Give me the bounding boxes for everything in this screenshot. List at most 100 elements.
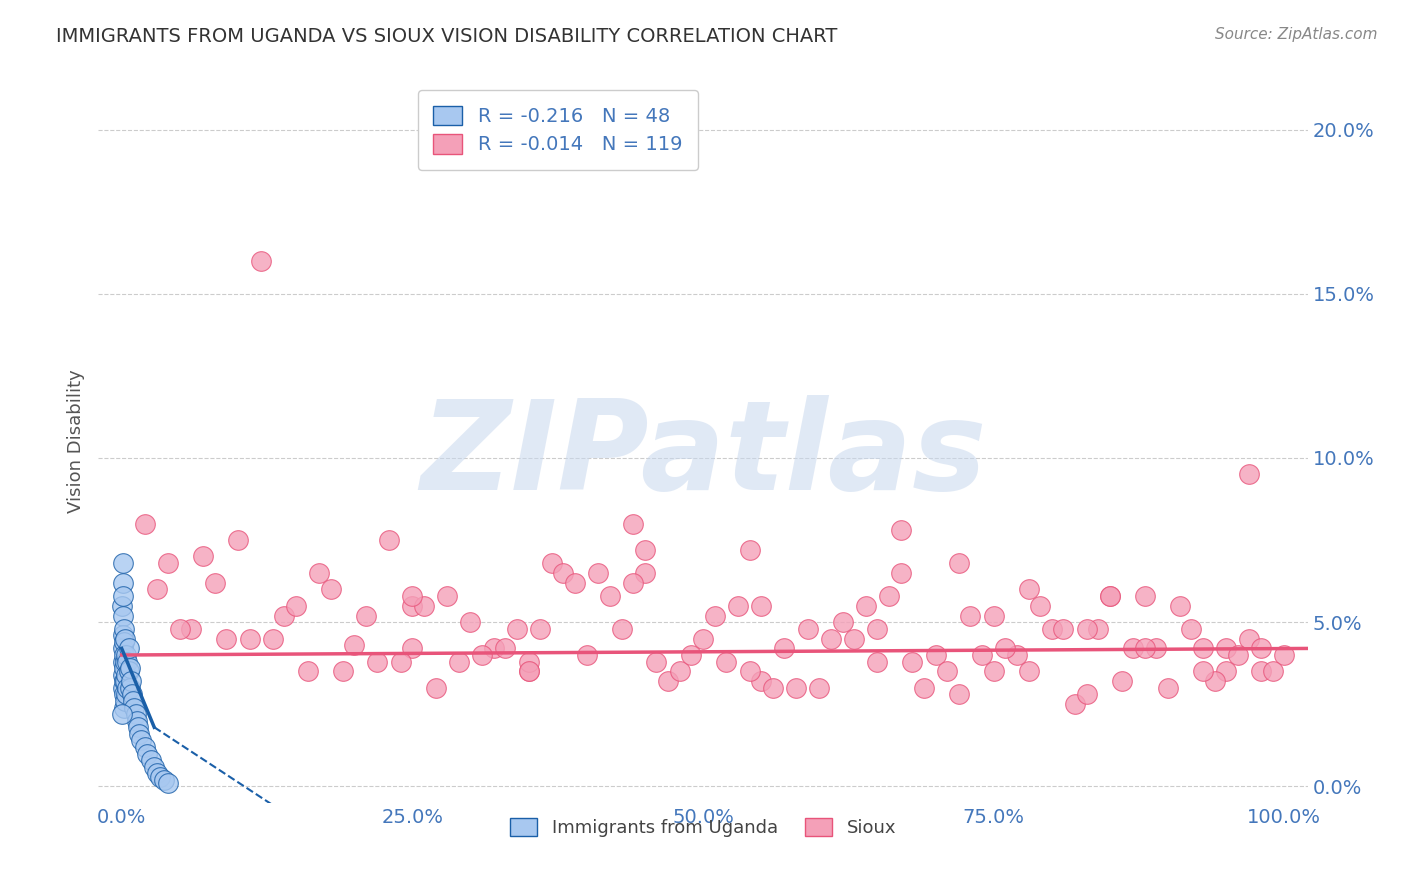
Point [425,681,447,695]
Point [319,582,342,597]
Point [621,575,644,590]
Point [1239,467,1261,482]
Point [145,582,167,597]
Point [575,648,598,662]
Point [134,739,156,754]
Point [118,661,141,675]
Point [169,622,191,636]
Point [1250,665,1272,679]
Point [131,733,153,747]
Point [111,589,134,603]
Point [111,641,134,656]
Point [727,599,749,613]
Point [540,556,562,570]
Point [529,622,551,636]
Point [912,681,935,695]
Point [1029,599,1052,613]
Point [1018,582,1040,597]
Point [703,608,725,623]
Point [749,674,772,689]
Point [610,622,633,636]
Point [762,681,785,695]
Point [877,589,900,603]
Point [125,714,148,728]
Point [117,681,139,695]
Point [1018,665,1040,679]
Point [634,566,657,580]
Point [936,665,959,679]
Point [273,608,295,623]
Point [115,648,138,662]
Point [890,566,912,580]
Point [901,655,924,669]
Point [1192,641,1215,656]
Point [564,575,586,590]
Point [378,533,401,547]
Point [1168,599,1191,613]
Point [1157,681,1180,695]
Point [506,622,529,636]
Point [114,655,136,669]
Point [866,622,889,636]
Point [970,648,993,662]
Text: ZIPatlas: ZIPatlas [420,395,986,516]
Point [157,556,180,570]
Point [959,608,981,623]
Point [118,665,141,679]
Point [115,687,138,701]
Point [143,760,166,774]
Point [1064,698,1087,712]
Point [796,622,818,636]
Point [588,566,610,580]
Point [117,655,139,669]
Point [1005,648,1028,662]
Point [1192,665,1215,679]
Point [517,655,540,669]
Point [121,687,143,701]
Point [191,549,214,564]
Point [1076,622,1098,636]
Point [855,599,877,613]
Point [599,589,621,603]
Point [1111,674,1133,689]
Point [1180,622,1202,636]
Point [134,516,156,531]
Point [401,641,423,656]
Point [111,681,134,695]
Point [111,667,134,681]
Point [447,655,470,669]
Point [145,766,167,780]
Point [1052,622,1074,636]
Point [482,641,505,656]
Point [983,665,1005,679]
Point [924,648,946,662]
Point [118,681,141,695]
Point [389,655,412,669]
Y-axis label: Vision Disability: Vision Disability [66,369,84,514]
Point [890,523,912,537]
Point [681,648,703,662]
Point [808,681,831,695]
Point [120,674,142,689]
Point [831,615,853,630]
Point [262,632,284,646]
Point [250,253,273,268]
Point [112,661,135,675]
Point [1122,641,1144,656]
Point [127,720,149,734]
Point [785,681,807,695]
Point [1098,589,1121,603]
Legend: Immigrants from Uganda, Sioux: Immigrants from Uganda, Sioux [496,804,910,852]
Point [866,655,889,669]
Point [139,753,162,767]
Point [738,542,761,557]
Point [152,772,174,787]
Point [1215,665,1237,679]
Point [180,622,202,636]
Point [1040,622,1063,636]
Point [494,641,516,656]
Point [844,632,866,646]
Point [1087,622,1109,636]
Point [401,599,423,613]
Text: IMMIGRANTS FROM UGANDA VS SIOUX VISION DISABILITY CORRELATION CHART: IMMIGRANTS FROM UGANDA VS SIOUX VISION D… [56,27,838,45]
